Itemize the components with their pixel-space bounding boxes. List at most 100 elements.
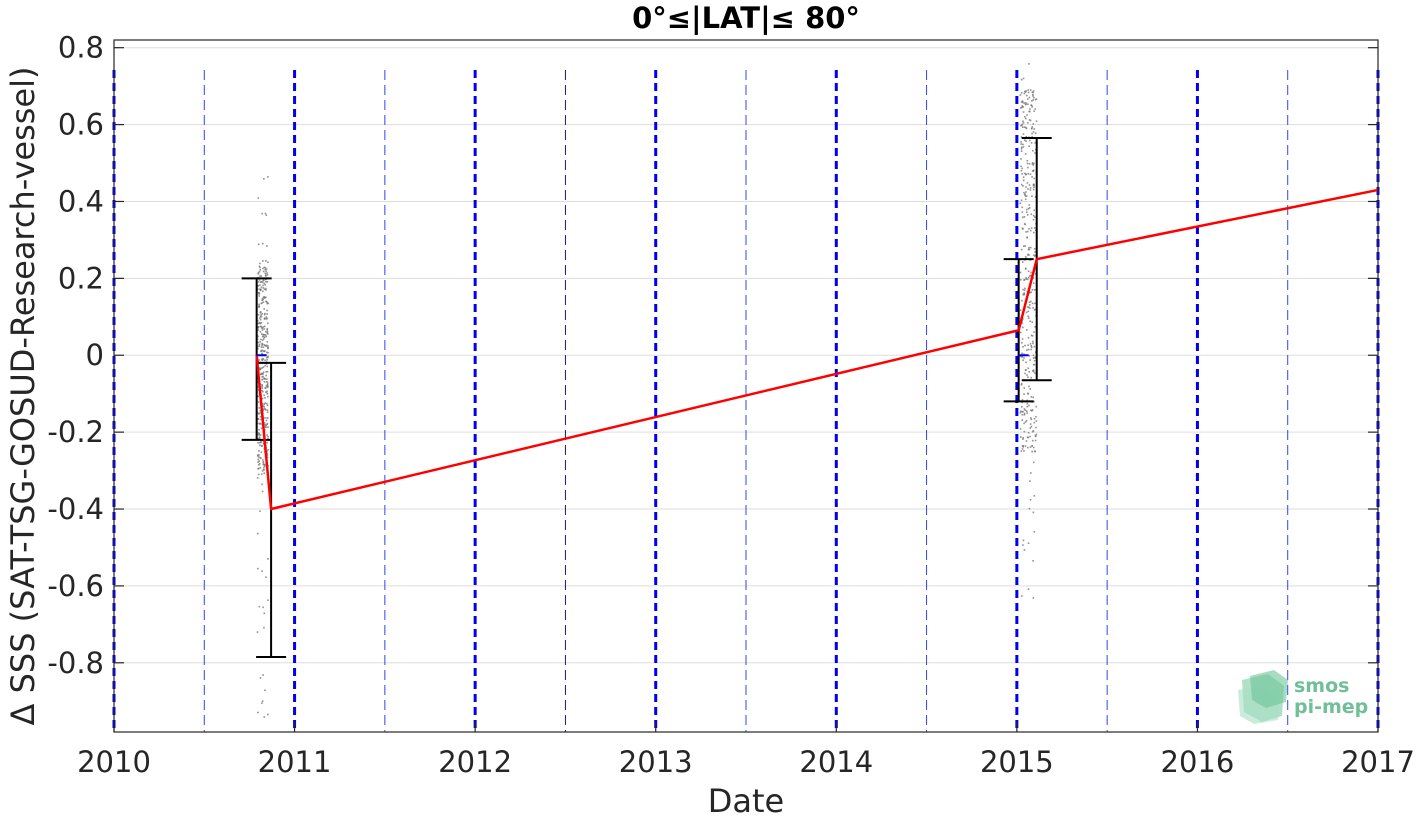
- scatter-point: [261, 359, 264, 362]
- scatter-point: [1021, 173, 1024, 175]
- scatter-point: [1031, 136, 1033, 138]
- scatter-point: [263, 313, 266, 316]
- scatter-point: [1028, 248, 1031, 251]
- scatter-point: [264, 408, 267, 410]
- x-axis-ticks: 2010 2011 2012 2013 2014 2015 2016 2017: [77, 722, 1415, 779]
- scatter-point: [266, 392, 269, 395]
- scatter-point: [261, 335, 264, 338]
- scatter-point: [259, 315, 262, 318]
- scatter-point: [267, 355, 269, 358]
- scatter-point: [1020, 150, 1023, 153]
- scatter-point: [262, 440, 265, 442]
- scatter-point: [1021, 595, 1023, 597]
- scatter-point: [256, 319, 259, 322]
- scatter-point: [266, 411, 269, 414]
- scatter-point: [262, 371, 265, 374]
- scatter-point: [1025, 94, 1028, 97]
- scatter-point: [264, 397, 266, 399]
- scatter-point: [261, 281, 264, 284]
- scatter-point: [1033, 531, 1036, 533]
- scatter-point: [1030, 418, 1033, 421]
- scatter-point: [261, 444, 263, 447]
- scatter-point: [258, 303, 260, 306]
- scatter-point: [1033, 417, 1036, 420]
- scatter-point: [1031, 302, 1034, 305]
- scatter-point: [1019, 202, 1022, 205]
- scatter-point: [1029, 498, 1032, 501]
- scatter-point: [263, 472, 266, 475]
- scatter-point: [261, 358, 263, 361]
- scatter-point: [266, 272, 268, 274]
- scatter-point: [263, 422, 266, 424]
- scatter-point: [1031, 321, 1034, 323]
- scatter-point: [1028, 385, 1030, 388]
- scatter-point: [266, 441, 268, 444]
- scatter-point: [1022, 185, 1024, 187]
- x-tick-label: 2016: [1161, 745, 1235, 779]
- scatter-point: [267, 347, 269, 349]
- scatter-point: [1021, 448, 1024, 450]
- scatter-point: [1033, 309, 1036, 311]
- scatter-point: [1025, 311, 1028, 314]
- scatter-point: [1033, 128, 1036, 130]
- scatter-point: [258, 292, 261, 295]
- scatter-point: [1032, 461, 1035, 464]
- scatter-point: [264, 423, 267, 426]
- scatter-point: [258, 460, 260, 462]
- scatter-point: [258, 605, 261, 608]
- scatter-point: [1022, 146, 1025, 148]
- scatter-point: [1022, 446, 1025, 448]
- scatter-point: [1027, 103, 1029, 106]
- scatter-point: [1032, 164, 1035, 166]
- scatter-point: [1025, 419, 1028, 422]
- scatter-point: [262, 459, 264, 461]
- scatter-point: [1027, 253, 1030, 256]
- scatter-point: [266, 351, 268, 354]
- x-tick-label: 2011: [258, 745, 332, 779]
- scatter-point: [1032, 446, 1035, 449]
- scatter-point: [264, 689, 266, 692]
- scatter-point: [1029, 274, 1032, 277]
- scatter-point: [261, 297, 264, 300]
- scatter-point: [266, 344, 269, 347]
- scatter-point: [267, 558, 269, 560]
- scatter-point: [1021, 411, 1024, 413]
- scatter-point: [1028, 507, 1031, 510]
- scatter-point: [1034, 439, 1037, 442]
- scatter-point: [257, 347, 259, 350]
- scatter-point: [1024, 91, 1027, 93]
- scatter-point: [1020, 78, 1023, 81]
- scatter-point: [258, 407, 261, 409]
- scatter-point: [1020, 141, 1022, 143]
- scatter-point: [260, 441, 262, 444]
- scatter-point: [258, 359, 260, 361]
- y-tick-label: -0.2: [47, 415, 104, 449]
- scatter-point: [258, 345, 261, 347]
- scatter-point: [1025, 195, 1028, 197]
- scatter-point: [261, 376, 264, 378]
- plot-area-border: [113, 39, 1379, 733]
- scatter-point: [1032, 123, 1035, 125]
- scatter-point: [258, 321, 261, 324]
- scatter-point: [263, 626, 265, 629]
- y-axis-ticks: 0.8 0.6 0.4 0.2 0 -0.2 -0.4 -0.6 -0.8: [47, 31, 1378, 680]
- scatter-point: [266, 385, 269, 387]
- scatter-point: [257, 313, 260, 316]
- scatter-point: [257, 389, 260, 391]
- scatter-point: [259, 269, 262, 271]
- scatter-point: [257, 567, 259, 570]
- scatter-point: [265, 289, 267, 291]
- scatter-point: [1029, 187, 1032, 189]
- scatter-point: [1021, 206, 1024, 209]
- scatter-point: [1024, 198, 1027, 201]
- scatter-point: [261, 702, 263, 704]
- scatter-point: [1023, 126, 1026, 128]
- scatter-point: [258, 317, 261, 319]
- scatter-point: [1020, 355, 1022, 358]
- scatter-point: [1029, 343, 1032, 345]
- trend-series: [255, 188, 1379, 511]
- scatter-point: [261, 344, 263, 347]
- scatter-point: [1022, 359, 1024, 362]
- scatter-point: [1030, 344, 1033, 347]
- scatter-point: [1034, 372, 1036, 374]
